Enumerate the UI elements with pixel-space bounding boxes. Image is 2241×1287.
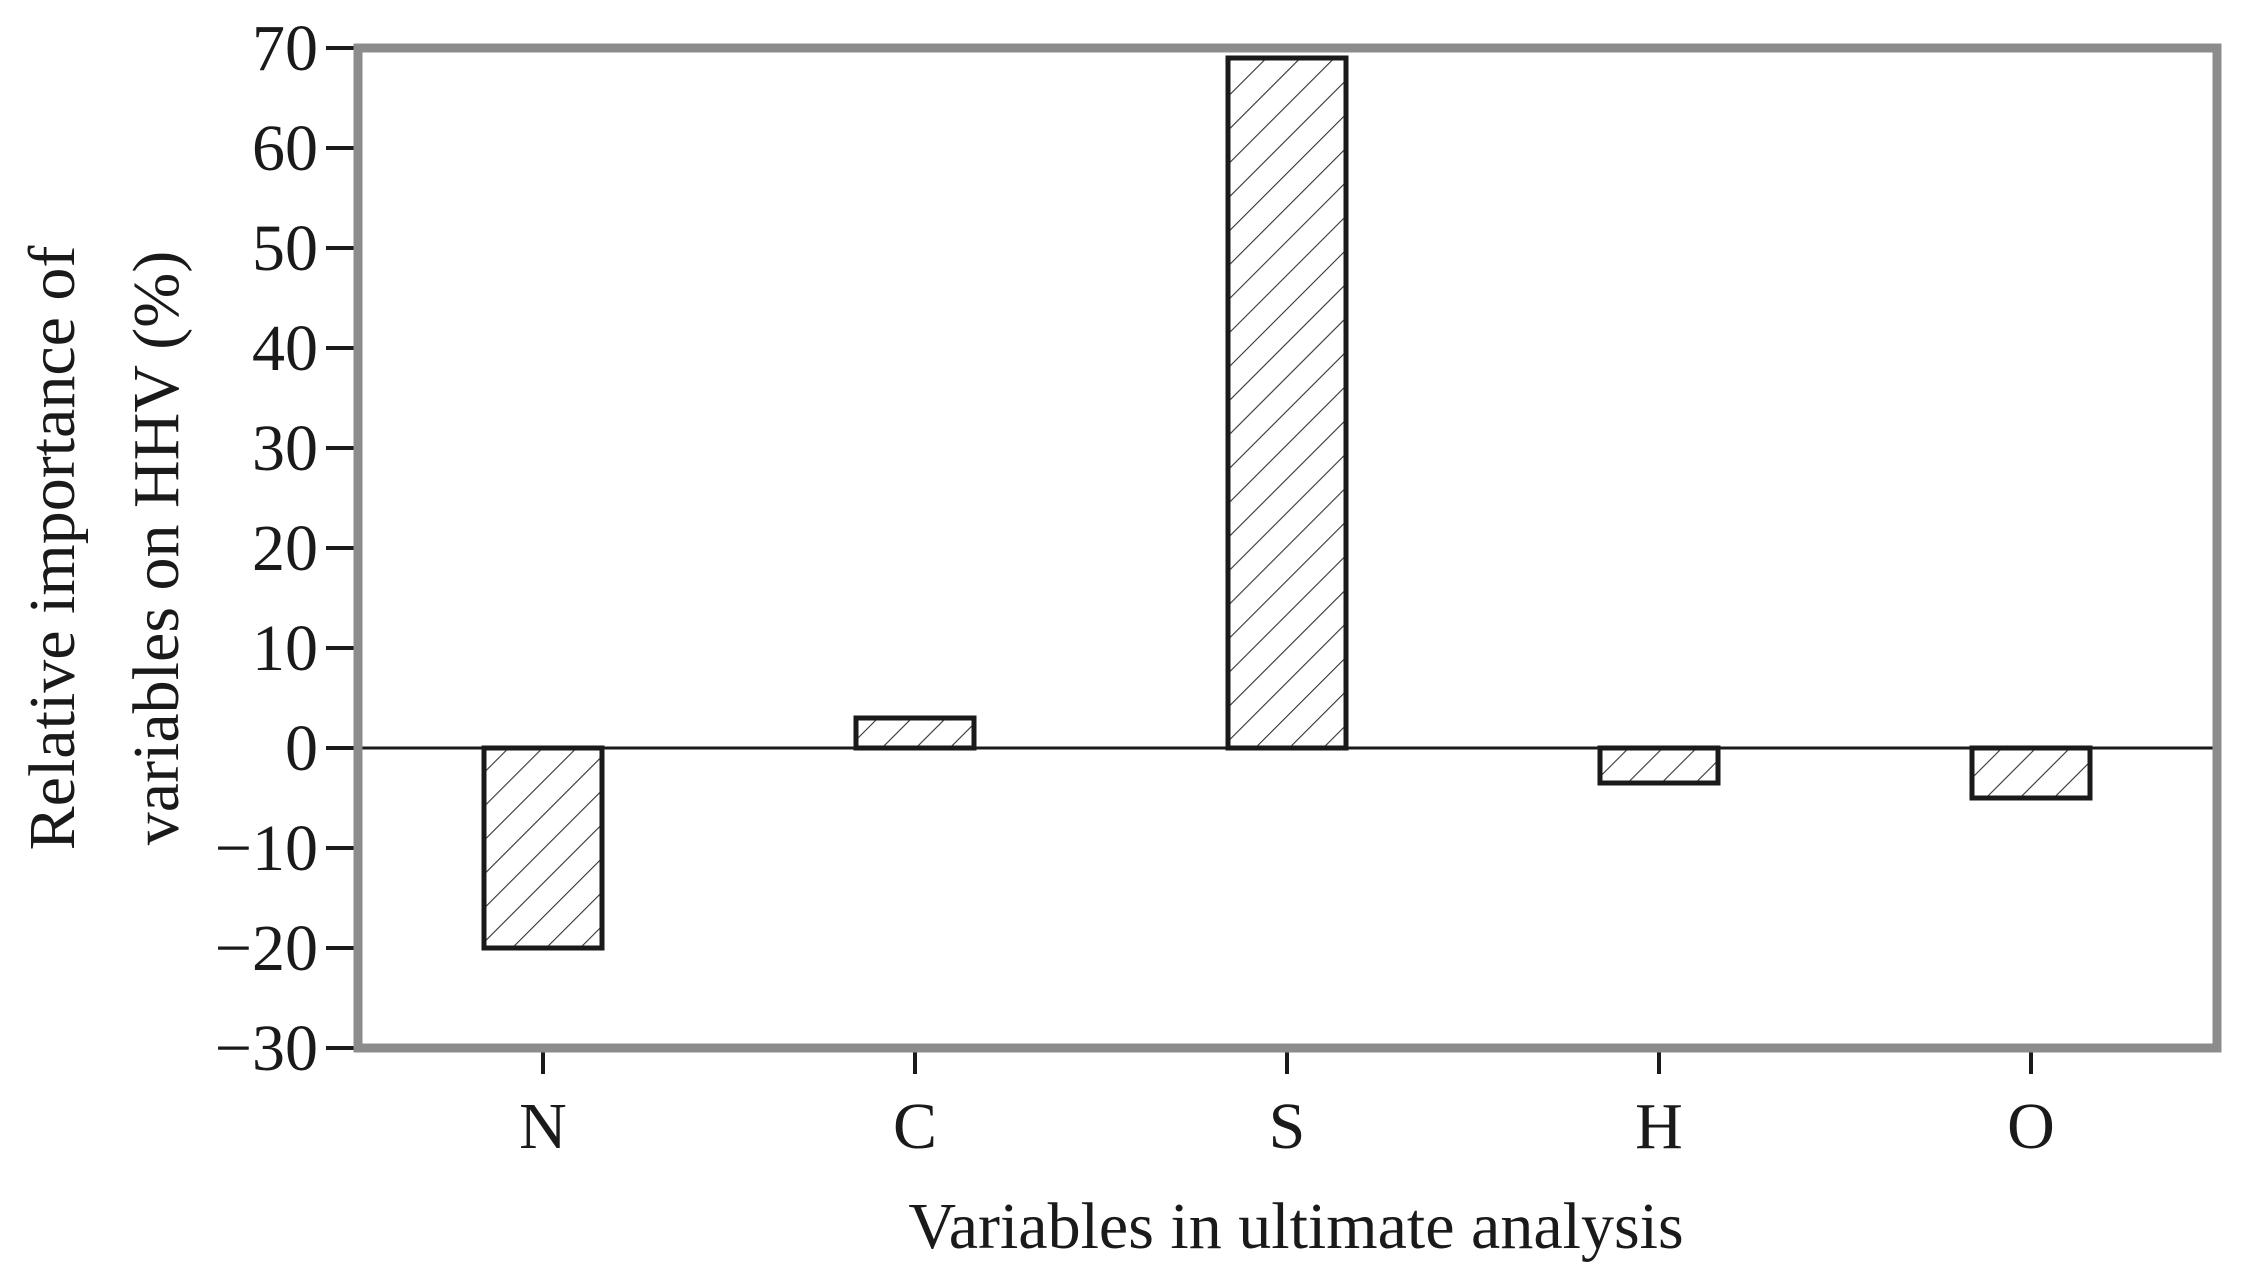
bar-s [1225,55,1349,751]
y-tick-label: 30 [252,412,318,485]
plot-frame [353,43,2222,1053]
y-tick-label: 70 [252,12,318,85]
y-axis-title-line-2: variables on HHV (%) [120,251,193,845]
y-tick-label: 0 [285,712,318,785]
bars [481,55,2093,951]
x-tick-label-s: S [1269,1090,1306,1163]
y-axis-title-line-2-text: variables on HHV (%) [120,251,193,845]
x-tick-label-h: H [1635,1090,1683,1163]
y-tick-label: 20 [252,512,318,585]
y-axis-ticks [326,46,358,1050]
bar-h [1597,745,1721,786]
y-axis-tick-labels: 70 60 50 40 30 20 10 0 −10 −20 −30 [215,12,318,1085]
y-tick-label: 60 [252,112,318,185]
bar-n [481,745,605,951]
y-axis-title: Relative importance of [16,246,89,851]
x-axis-title: Variables in ultimate analysis [908,1190,1683,1263]
y-axis-title-line-1: Relative importance of [16,246,89,851]
y-tick-label: −30 [215,1012,318,1085]
x-tick-label-o: O [2007,1090,2055,1163]
y-tick-label: 10 [252,612,318,685]
y-tick-label: −20 [215,912,318,985]
bar-c [853,715,977,751]
x-tick-label-n: N [519,1090,567,1163]
y-tick-label: −10 [215,812,318,885]
x-tick-label-c: C [893,1090,937,1163]
y-tick-label: 40 [252,312,318,385]
bar-o [1969,745,2093,801]
y-tick-label: 50 [252,212,318,285]
